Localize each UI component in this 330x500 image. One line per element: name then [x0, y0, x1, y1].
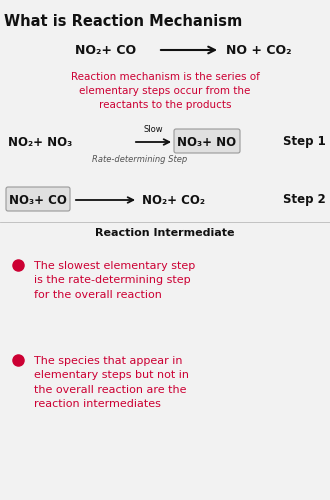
Text: Rate-determining Step: Rate-determining Step [92, 155, 188, 164]
Text: NO₂+ NO₃: NO₂+ NO₃ [8, 136, 72, 148]
Text: The slowest elementary step
is the rate-determining step
for the overall reactio: The slowest elementary step is the rate-… [34, 261, 195, 300]
Text: What is Reaction Mechanism: What is Reaction Mechanism [4, 14, 242, 29]
Text: NO₃+ CO: NO₃+ CO [9, 194, 67, 206]
Text: NO + CO₂: NO + CO₂ [226, 44, 291, 57]
Text: Step 1: Step 1 [283, 136, 326, 148]
Text: Slow: Slow [143, 125, 163, 134]
Text: The species that appear in
elementary steps but not in
the overall reaction are : The species that appear in elementary st… [34, 356, 189, 409]
Text: Step 2: Step 2 [283, 194, 326, 206]
Text: NO₂+ CO: NO₂+ CO [75, 44, 136, 57]
Text: NO₂+ CO₂: NO₂+ CO₂ [142, 194, 205, 206]
FancyBboxPatch shape [6, 187, 70, 211]
Text: NO₃+ NO: NO₃+ NO [178, 136, 237, 148]
Text: Reaction mechanism is the series of
elementary steps occur from the
reactants to: Reaction mechanism is the series of elem… [71, 72, 259, 110]
Text: Reaction Intermediate: Reaction Intermediate [95, 228, 235, 238]
FancyBboxPatch shape [174, 129, 240, 153]
